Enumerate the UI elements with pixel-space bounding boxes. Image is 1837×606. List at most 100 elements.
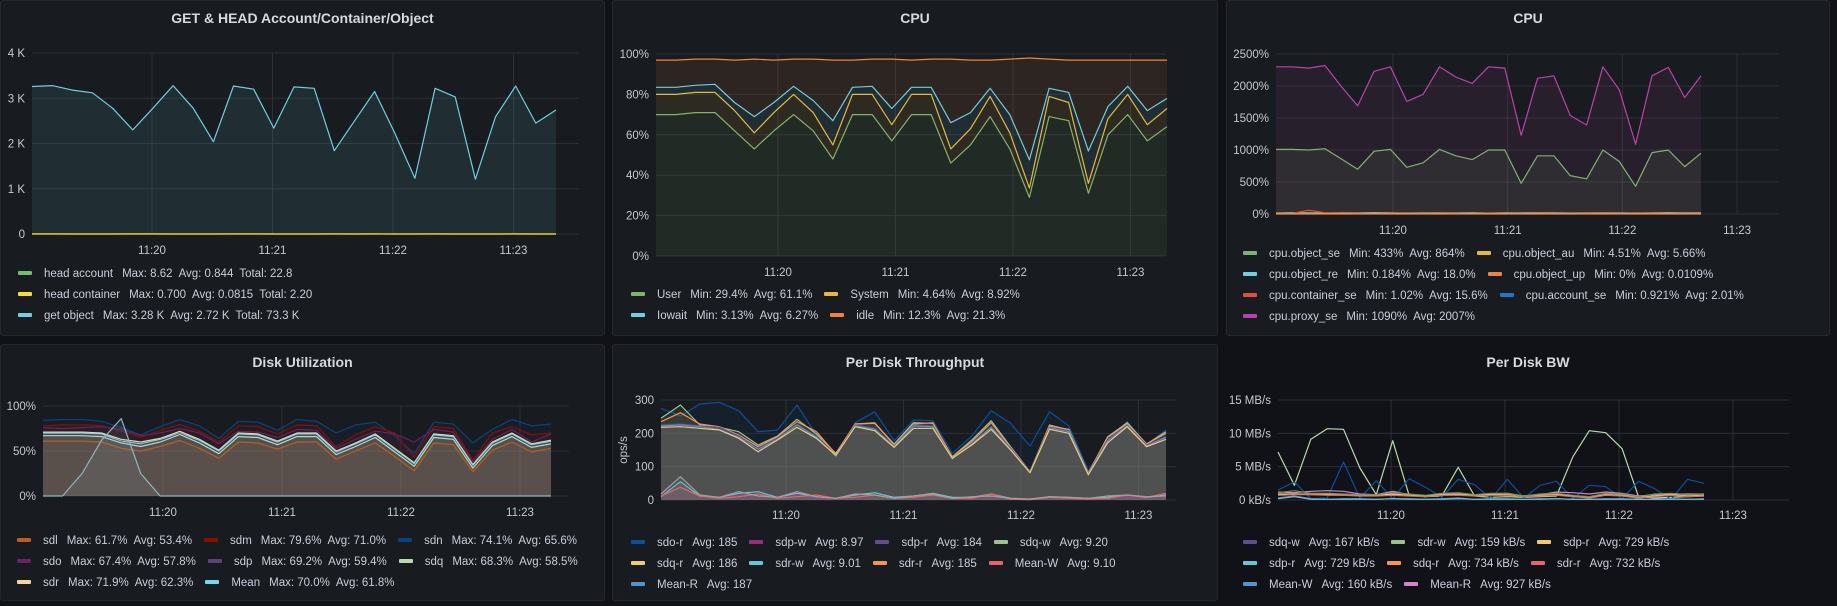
legend-series-name[interactable]: sdr-w <box>1417 537 1446 549</box>
legend-series-name[interactable]: cpu.object_au <box>1502 248 1575 260</box>
series-line[interactable] <box>43 417 551 497</box>
series-line[interactable] <box>42 418 552 455</box>
legend-item[interactable]: sdm Max: 79.6% Avg: 71.0% <box>204 531 392 552</box>
legend-series-name[interactable]: sdr <box>43 577 59 589</box>
series-line[interactable] <box>656 111 1168 198</box>
legend-swatch-icon[interactable] <box>1391 539 1406 544</box>
series-line[interactable] <box>1277 490 1704 497</box>
legend-item[interactable]: cpu.object_au Min: 4.51% Avg: 5.66% <box>1476 244 1712 265</box>
legend-series-name[interactable]: User <box>657 289 682 301</box>
series-line[interactable] <box>1276 148 1702 187</box>
series-line[interactable] <box>42 426 552 463</box>
series-line[interactable] <box>1276 64 1702 145</box>
panel-title[interactable]: Per Disk BW <box>1486 354 1570 370</box>
legend-series-name[interactable]: cpu.object_up <box>1513 269 1586 281</box>
legend-item[interactable]: Mean-R Avg: 187 <box>631 575 758 596</box>
legend-series-name[interactable]: sdr-r <box>1556 558 1581 570</box>
legend-swatch-icon[interactable] <box>17 558 31 563</box>
legend-series-name[interactable]: cpu.object_re <box>1269 269 1339 281</box>
legend-series-name[interactable]: sdo-r <box>657 537 684 549</box>
legend-swatch-icon[interactable] <box>830 312 845 317</box>
legend-item[interactable]: sdo Max: 67.4% Avg: 57.8% <box>17 552 202 573</box>
legend-swatch-icon[interactable] <box>204 537 219 542</box>
legend-item[interactable]: sdq-r Avg: 734 kB/s <box>1386 554 1525 575</box>
series-line[interactable] <box>31 84 557 180</box>
series-line[interactable] <box>43 432 552 467</box>
legend-swatch-icon[interactable] <box>398 537 413 542</box>
legend-swatch-icon[interactable] <box>631 581 645 586</box>
legend-swatch-icon[interactable] <box>1243 581 1257 586</box>
legend-item[interactable]: cpu.container_se Min: 1.02% Avg: 15.6% <box>1243 286 1494 307</box>
legend-series-name[interactable]: sdo <box>43 556 62 568</box>
series-line[interactable] <box>660 476 1167 500</box>
legend-item[interactable]: Mean-W Avg: 9.10 <box>988 554 1122 575</box>
legend-swatch-icon[interactable] <box>1386 560 1401 565</box>
series-line[interactable] <box>656 91 1168 189</box>
legend-series-name[interactable]: sdp-r <box>901 537 928 549</box>
legend-series-name[interactable]: cpu.object_se <box>1269 248 1340 260</box>
legend-swatch-icon[interactable] <box>1487 271 1502 276</box>
legend-swatch-icon[interactable] <box>631 291 645 296</box>
legend-swatch-icon[interactable] <box>18 291 32 296</box>
legend-item[interactable]: sdr-w Avg: 9.01 <box>749 554 867 575</box>
series-line[interactable] <box>43 433 552 469</box>
legend-series-name[interactable]: System <box>850 289 889 301</box>
legend-item[interactable]: cpu.account_se Min: 0.921% Avg: 2.01% <box>1499 286 1750 307</box>
panel-title[interactable]: Disk Utilization <box>252 354 353 370</box>
legend-swatch-icon[interactable] <box>1476 250 1491 255</box>
legend-swatch-icon[interactable] <box>1243 250 1257 255</box>
legend-swatch-icon[interactable] <box>631 560 645 565</box>
series-line[interactable] <box>660 401 1167 472</box>
legend-swatch-icon[interactable] <box>17 537 31 542</box>
legend-swatch-icon[interactable] <box>1243 271 1257 276</box>
legend-swatch-icon[interactable] <box>749 539 764 544</box>
legend-swatch-icon[interactable] <box>1243 560 1257 565</box>
legend-item[interactable]: idle Min: 12.3% Avg: 21.3% <box>830 306 1011 327</box>
legend-swatch-icon[interactable] <box>1243 313 1257 318</box>
legend-series-name[interactable]: sdr-w <box>775 558 804 570</box>
legend-series-name[interactable]: sdq-w <box>1269 537 1300 549</box>
legend-series-name[interactable]: sdr-r <box>898 558 923 570</box>
legend-swatch-icon[interactable] <box>18 270 32 275</box>
legend-series-name[interactable]: get object <box>44 310 94 322</box>
legend-swatch-icon[interactable] <box>631 539 645 544</box>
legend-swatch-icon[interactable] <box>875 539 890 544</box>
legend-series-name[interactable]: sdq <box>424 556 444 568</box>
legend-item[interactable]: System Min: 4.64% Avg: 8.92% <box>824 285 1025 306</box>
legend-series-name[interactable]: sdp-r <box>1563 537 1590 549</box>
legend-series-name[interactable]: head container <box>44 289 121 301</box>
legend-item[interactable]: User Min: 29.4% Avg: 61.1% <box>631 285 818 306</box>
legend-series-name[interactable]: sdq-r <box>1412 558 1440 570</box>
legend-item[interactable]: sdr-r Avg: 732 kB/s <box>1530 554 1666 575</box>
legend-series-name[interactable]: head account <box>44 268 114 280</box>
legend-series-name[interactable]: sdp <box>233 556 253 568</box>
legend-item[interactable]: Mean Max: 70.0% Avg: 61.8% <box>205 573 400 594</box>
legend-swatch-icon[interactable] <box>205 579 220 584</box>
legend-series-name[interactable]: Mean <box>231 577 261 589</box>
legend-series-name[interactable]: sdq-r <box>657 558 684 570</box>
legend-swatch-icon[interactable] <box>1404 581 1419 586</box>
series-line[interactable] <box>656 83 1168 161</box>
legend-item[interactable]: head account Max: 8.62 Avg: 0.844 Total: 22… <box>18 264 298 285</box>
legend-swatch-icon[interactable] <box>993 539 1008 544</box>
legend-item[interactable]: sdo-r Avg: 185 <box>631 533 743 554</box>
legend-series-name[interactable]: sdq-w <box>1019 537 1051 549</box>
legend-item[interactable]: Mean-W Avg: 160 kB/s <box>1243 575 1398 596</box>
series-line[interactable] <box>660 426 1167 476</box>
legend-swatch-icon[interactable] <box>1243 292 1257 297</box>
legend-swatch-icon[interactable] <box>1537 539 1552 544</box>
legend-item[interactable]: sdq Max: 68.3% Avg: 58.5% <box>398 552 584 573</box>
legend-item[interactable]: sdq-w Avg: 9.20 <box>993 533 1114 554</box>
legend-series-name[interactable]: sdm <box>230 535 252 547</box>
legend-series-name[interactable]: idle <box>856 310 875 322</box>
legend-swatch-icon[interactable] <box>988 560 1003 565</box>
legend-swatch-icon[interactable] <box>1530 560 1545 565</box>
panel-title[interactable]: CPU <box>1513 10 1543 26</box>
legend-swatch-icon[interactable] <box>18 312 32 317</box>
legend-series-name[interactable]: cpu.container_se <box>1269 290 1357 302</box>
series-line[interactable] <box>1277 490 1705 498</box>
legend-item[interactable]: sdp-r Avg: 729 kB/s <box>1537 533 1675 554</box>
legend-item[interactable]: sdp-r Avg: 184 <box>875 533 987 554</box>
legend-series-name[interactable]: Mean-W <box>1269 579 1313 591</box>
legend-series-name[interactable]: Mean-R <box>1430 579 1472 591</box>
